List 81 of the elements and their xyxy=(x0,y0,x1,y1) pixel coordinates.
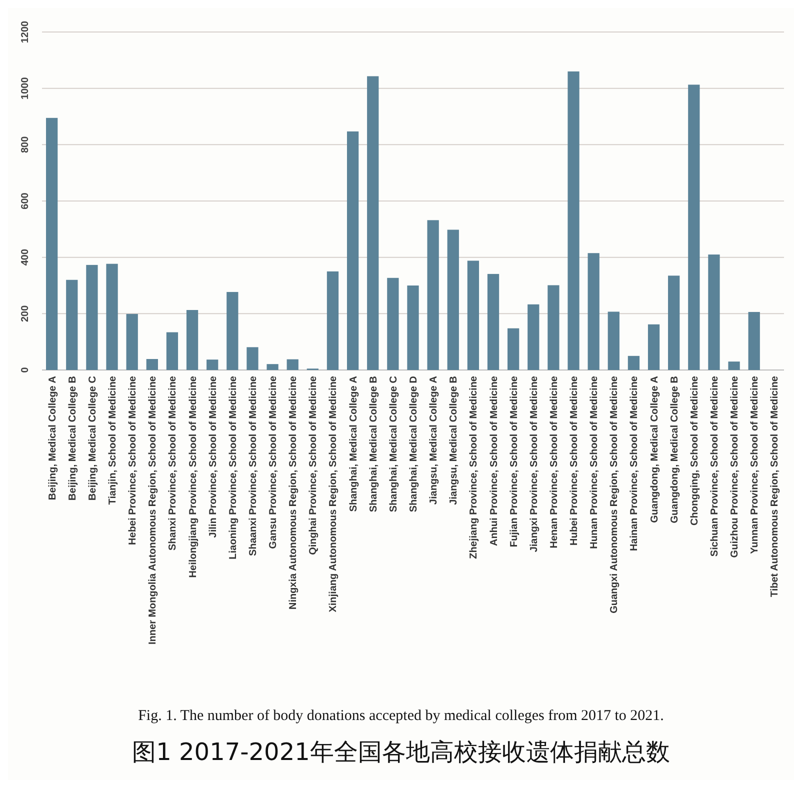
x-tick-label: Shanghai, Medical College D xyxy=(408,376,420,512)
x-tick-label: Shanghai, Medical College B xyxy=(368,376,380,512)
x-tick-label: Jiangsu, Medical College B xyxy=(448,376,460,505)
x-tick-label: Jiangsu, Medical College A xyxy=(428,376,440,505)
x-tick-label: Shaanxi Province, School of Medicine xyxy=(248,376,259,556)
x-tick-label: Ningxia Autonomous Region, School of Medicine xyxy=(288,376,300,610)
x-tick-label: Zhejiang Province, School of Medicine xyxy=(468,376,480,559)
bar xyxy=(206,360,218,370)
bar xyxy=(628,356,640,370)
bar xyxy=(487,274,500,370)
x-tick-label: Gansu Province, School of Medicine xyxy=(268,376,280,549)
y-tick-label: 1000 xyxy=(20,76,31,100)
x-tick-label: Guizhou Province, School of Medicine xyxy=(730,376,741,558)
bar xyxy=(467,260,480,370)
x-tick-label: Inner Mongolia Autonomous Region, School of Medicine xyxy=(148,376,159,645)
bar xyxy=(748,312,760,370)
bar xyxy=(367,76,379,370)
x-tick-label: Liaoning Province, School of Medicine xyxy=(228,376,239,560)
bar xyxy=(326,271,339,370)
bar xyxy=(266,364,278,370)
bar xyxy=(126,314,138,370)
bar xyxy=(387,278,399,370)
text: 图1 2017-2021年全国各地高校接收遗体捐献总数 xyxy=(132,738,670,766)
bar xyxy=(447,230,459,370)
bar xyxy=(728,362,740,370)
x-tick-label: Fujian Province, School of Medicine xyxy=(508,376,520,548)
x-tick-label: Hebei Province, School of Medicine xyxy=(128,376,139,545)
bar xyxy=(508,328,520,370)
y-tick-label: 600 xyxy=(20,192,31,210)
x-tick-label: Hunan Province, School of Medicine xyxy=(589,376,600,549)
x-tick-label: Guangxi Autonomous Region, School of Medicine xyxy=(609,376,620,614)
bar xyxy=(286,359,298,370)
x-tick-label: Jiangxi Province, School of Medicine xyxy=(528,376,540,552)
bar xyxy=(346,131,359,370)
x-tick-label: Shanghai, Medical College A xyxy=(348,376,360,512)
bar xyxy=(186,310,198,370)
x-tick-label: Xinjiang Autonomous Region, School of Medicine xyxy=(328,376,340,612)
bar xyxy=(648,324,660,370)
x-tick-label: Guangdong, Medical College A xyxy=(649,376,660,523)
x-tick-label: Heilongjiang Province, School of Medicine xyxy=(188,376,199,578)
bar xyxy=(106,264,118,370)
y-tick-label: 400 xyxy=(20,248,31,266)
x-tick-label: Tianjin, School of Medicine xyxy=(108,376,119,505)
bar xyxy=(226,292,238,370)
bar xyxy=(146,359,158,370)
x-tick-label: Hainan Province, School of Medicine xyxy=(629,376,640,552)
y-tick-label: 800 xyxy=(20,136,31,154)
x-tick-label: Hubei Province, School of Medicine xyxy=(569,376,580,546)
bar xyxy=(528,304,540,370)
bar xyxy=(427,220,439,370)
x-tick-label: Tibet Autonomous Region, School of Medicine xyxy=(770,376,781,598)
x-tick-label: Beijing, Medical College A xyxy=(47,376,58,500)
bar xyxy=(708,254,720,370)
bar xyxy=(246,347,258,370)
y-tick-label: 0 xyxy=(20,366,31,373)
x-tick-label: Chongqing, School of Medicine xyxy=(689,376,700,526)
x-tick-label: Yunnan Province, School of Medicine xyxy=(750,376,761,554)
bar xyxy=(568,71,580,370)
text: Fig. 1. The number of body donations accepted by medical colleges from 2017 to 2021. xyxy=(138,708,664,724)
bar xyxy=(66,280,78,370)
x-tick-label: Beijing, Medical College C xyxy=(87,376,98,500)
bar xyxy=(588,253,600,370)
x-tick-label: Anhui Province, School of Medicine xyxy=(488,376,500,546)
bar xyxy=(548,285,560,370)
x-tick-label: Qinghai Province, School of Medicine xyxy=(308,376,320,555)
x-tick-label: Guangdong, Medical College B xyxy=(669,376,680,524)
x-tick-label: Shanghai, Medical College C xyxy=(388,376,400,512)
y-tick-label: 200 xyxy=(20,304,31,322)
x-tick-label: Sichuan Province, School of Medicine xyxy=(709,376,720,557)
bar xyxy=(46,118,58,370)
y-tick-label: 1200 xyxy=(20,20,31,44)
bar xyxy=(608,312,620,370)
bar xyxy=(668,276,680,370)
x-tick-label: Jilin Province, School of Medicine xyxy=(208,376,219,538)
bar xyxy=(407,286,419,370)
bar xyxy=(688,84,700,370)
bar xyxy=(166,332,178,370)
bar xyxy=(86,264,98,370)
x-tick-label: Shanxi Province, School of Medicine xyxy=(168,376,179,550)
x-tick-label: Henan Province, School of Medicine xyxy=(548,376,560,548)
x-tick-label: Beijing, Medical College B xyxy=(67,376,78,500)
